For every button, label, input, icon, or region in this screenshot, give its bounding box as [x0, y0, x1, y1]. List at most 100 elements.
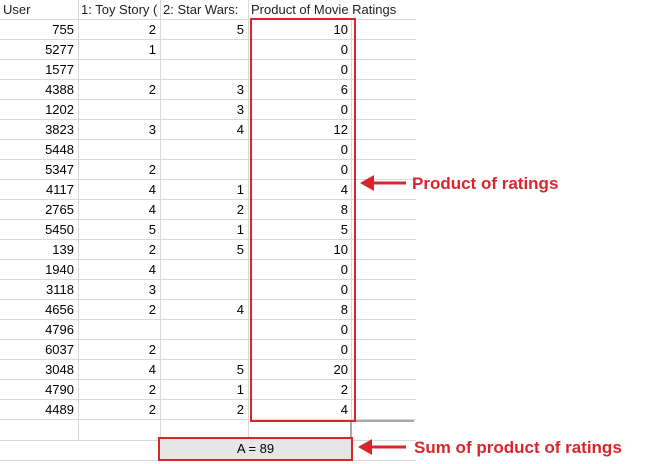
cell-product[interactable]: 0: [340, 42, 348, 57]
cell-product[interactable]: 10: [333, 242, 348, 257]
cell-star-wars[interactable]: [160, 320, 248, 340]
gridline-horizontal: [0, 119, 416, 120]
cell-toy-story[interactable]: 1: [148, 42, 156, 57]
cell-toy-story[interactable]: 3: [148, 282, 156, 297]
cell-toy-story[interactable]: [78, 140, 160, 160]
cell-toy-story[interactable]: 5: [148, 222, 156, 237]
cell-star-wars[interactable]: 2: [236, 202, 244, 217]
cell-toy-story[interactable]: [78, 320, 160, 340]
cell-user[interactable]: 4388: [45, 82, 74, 97]
cell-star-wars[interactable]: [160, 160, 248, 180]
cell-toy-story[interactable]: 3: [148, 122, 156, 137]
arrow-left-icon: [360, 175, 406, 191]
header-user[interactable]: User: [3, 2, 31, 17]
cell-user[interactable]: 3048: [45, 362, 74, 377]
cell-product[interactable]: 0: [340, 262, 348, 277]
cell-star-wars[interactable]: [160, 140, 248, 160]
cell-user[interactable]: 2765: [45, 202, 74, 217]
gridline-horizontal: [0, 259, 416, 260]
cell-toy-story[interactable]: 2: [148, 242, 156, 257]
header-star-wars[interactable]: 2: Star Wars:: [163, 2, 239, 17]
cell-user[interactable]: 139: [52, 242, 74, 257]
cell-user[interactable]: 5277: [45, 42, 74, 57]
cell-product[interactable]: 8: [340, 202, 348, 217]
sum-cell[interactable]: A = 89: [158, 437, 353, 461]
cell-toy-story[interactable]: [78, 100, 160, 120]
gridline-horizontal: [0, 379, 416, 380]
cell-star-wars[interactable]: 2: [236, 402, 244, 417]
table-row: 3118 3 0: [0, 280, 416, 300]
header-toy-story[interactable]: 1: Toy Story (: [81, 2, 158, 17]
cell-toy-story[interactable]: 2: [148, 302, 156, 317]
gridline-horizontal: [0, 219, 416, 220]
cell-toy-story[interactable]: 2: [148, 342, 156, 357]
cell-user[interactable]: 1202: [45, 102, 74, 117]
cell-product[interactable]: 0: [340, 102, 348, 117]
gridline-horizontal: [0, 139, 416, 140]
cell-star-wars[interactable]: 1: [236, 182, 244, 197]
cell-toy-story[interactable]: 2: [148, 22, 156, 37]
cell-user[interactable]: 4790: [45, 382, 74, 397]
cell-user[interactable]: 755: [52, 22, 74, 37]
cell-product[interactable]: 0: [340, 162, 348, 177]
cell-product[interactable]: 12: [333, 122, 348, 137]
cell-toy-story[interactable]: 4: [148, 362, 156, 377]
header-product[interactable]: Product of Movie Ratings: [251, 2, 397, 17]
table-row: 6037 2 0: [0, 340, 416, 360]
cell-user[interactable]: 4796: [45, 322, 74, 337]
gridline-horizontal: [0, 299, 416, 300]
cell-toy-story[interactable]: 2: [148, 82, 156, 97]
cell-star-wars[interactable]: 1: [236, 382, 244, 397]
table-row: 5450 5 1 5: [0, 220, 416, 240]
cell-product[interactable]: 6: [340, 82, 348, 97]
cell-star-wars[interactable]: 5: [236, 362, 244, 377]
cell-product[interactable]: 10: [333, 22, 348, 37]
cell-user[interactable]: 5448: [45, 142, 74, 157]
cell-user[interactable]: 6037: [45, 342, 74, 357]
cell-toy-story[interactable]: 2: [148, 382, 156, 397]
cell-star-wars[interactable]: 3: [236, 102, 244, 117]
cell-star-wars[interactable]: [160, 60, 248, 80]
cell-product[interactable]: 20: [333, 362, 348, 377]
cell-star-wars[interactable]: 5: [236, 242, 244, 257]
cell-user[interactable]: 1577: [45, 62, 74, 77]
cell-product[interactable]: 0: [340, 342, 348, 357]
cell-user[interactable]: 4117: [46, 182, 74, 197]
cell-product[interactable]: 0: [340, 282, 348, 297]
cell-user[interactable]: 3823: [45, 122, 74, 137]
cell-star-wars[interactable]: 4: [236, 302, 244, 317]
gridline-horizontal: [0, 179, 416, 180]
spreadsheet-grid: User 1: Toy Story ( 2: Star Wars: Produc…: [0, 0, 416, 461]
cell-toy-story[interactable]: [78, 60, 160, 80]
cell-user[interactable]: 5347: [45, 162, 74, 177]
cell-toy-story[interactable]: 2: [148, 162, 156, 177]
cell-product[interactable]: 2: [340, 382, 348, 397]
cell-user[interactable]: 3118: [46, 282, 74, 297]
cell-product[interactable]: 0: [340, 322, 348, 337]
cell-product[interactable]: 8: [340, 302, 348, 317]
cell-user[interactable]: 4656: [45, 302, 74, 317]
cell-star-wars[interactable]: [160, 340, 248, 360]
cell-user[interactable]: 4489: [45, 402, 74, 417]
cell-user[interactable]: 5450: [45, 222, 74, 237]
cell-star-wars[interactable]: 4: [236, 122, 244, 137]
cell-star-wars[interactable]: 5: [236, 22, 244, 37]
cell-product[interactable]: 0: [340, 62, 348, 77]
cell-star-wars[interactable]: [160, 280, 248, 300]
cell-toy-story[interactable]: 4: [148, 182, 156, 197]
cell-star-wars[interactable]: [160, 260, 248, 280]
cell-star-wars[interactable]: 1: [236, 222, 244, 237]
cell-product[interactable]: 4: [340, 402, 348, 417]
table-row: 2765 4 2 8: [0, 200, 416, 220]
cell-product[interactable]: 0: [340, 142, 348, 157]
cell-toy-story[interactable]: 2: [148, 402, 156, 417]
cell-star-wars[interactable]: 3: [236, 82, 244, 97]
cell-toy-story[interactable]: 4: [148, 202, 156, 217]
cell-product[interactable]: 4: [340, 182, 348, 197]
cell-star-wars[interactable]: [160, 40, 248, 60]
cell-product[interactable]: 5: [340, 222, 348, 237]
cell-user[interactable]: 1940: [45, 262, 74, 277]
gridline-horizontal: [0, 59, 416, 60]
gridline-vertical: [351, 20, 352, 440]
cell-toy-story[interactable]: 4: [148, 262, 156, 277]
